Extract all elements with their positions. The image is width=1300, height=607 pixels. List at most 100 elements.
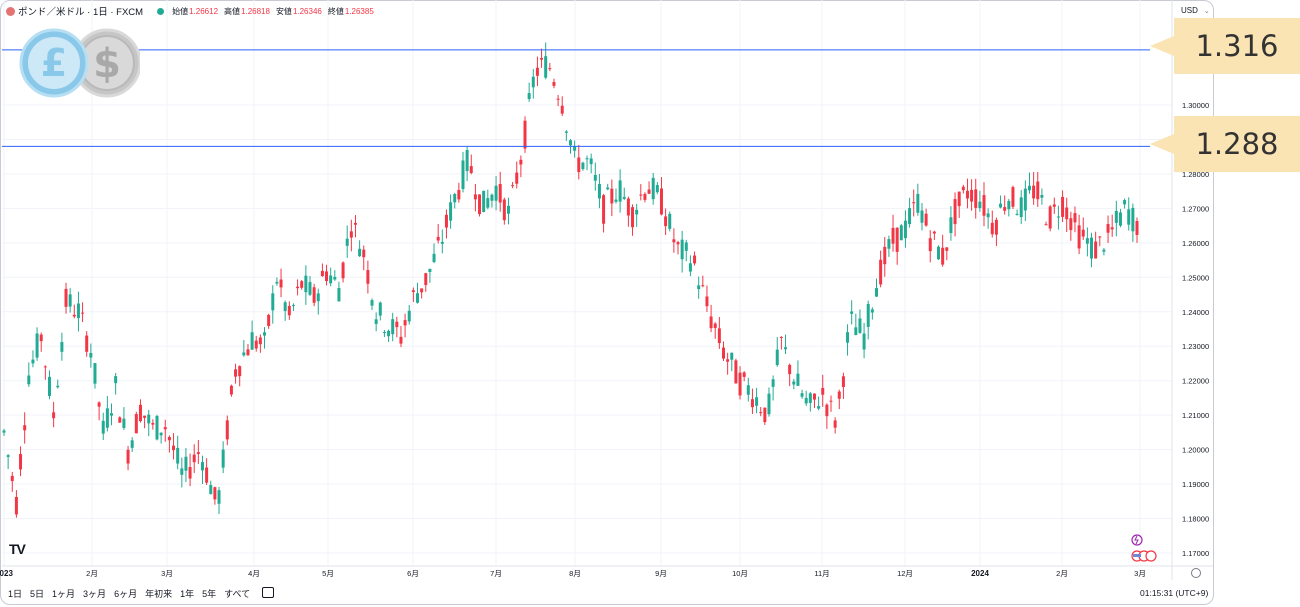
candle-body: [957, 191, 961, 207]
y-tick-label: 1.25000: [1182, 273, 1209, 282]
candle-body: [1019, 197, 1023, 218]
candle-body: [792, 381, 796, 385]
x-tick-label: 12月: [897, 569, 913, 578]
candle-body: [43, 366, 47, 368]
candle-body: [870, 309, 874, 313]
tradingview-logo-icon[interactable]: TV: [9, 541, 26, 557]
candle-body: [254, 340, 258, 349]
candle-body: [1056, 216, 1060, 218]
range-5d[interactable]: 5日: [30, 589, 45, 599]
candle-body: [14, 496, 18, 515]
date-range-icon[interactable]: [262, 587, 275, 598]
candle-body: [205, 467, 209, 483]
candle-body: [755, 397, 759, 406]
candle-body: [382, 332, 386, 334]
candle-body: [812, 393, 816, 400]
range-6m[interactable]: 6ヶ月: [114, 589, 138, 599]
candle-body: [1102, 249, 1106, 252]
candle-body: [771, 379, 775, 387]
candle-body: [717, 328, 721, 344]
candle-body: [659, 188, 663, 215]
candle-body: [924, 213, 928, 226]
candle-body: [899, 225, 903, 241]
candle-body: [416, 293, 420, 303]
candle-body: [688, 263, 692, 272]
candle-body: [606, 187, 610, 190]
candle-body: [1061, 196, 1065, 217]
candle-body: [693, 255, 697, 264]
candle-body: [436, 236, 440, 241]
range-1y[interactable]: 1年: [180, 589, 195, 599]
candle-body: [978, 201, 982, 209]
range-1m[interactable]: 1ヶ月: [52, 589, 76, 599]
candle-body: [473, 194, 477, 200]
candle-body: [85, 335, 89, 352]
candle-body: [655, 184, 659, 193]
candle-body: [651, 177, 655, 200]
candle-body: [1077, 225, 1081, 249]
currency-selector[interactable]: USD ⌄: [1181, 6, 1210, 15]
candle-body: [1073, 213, 1077, 223]
events-icons: [1131, 534, 1161, 573]
candle-body: [403, 320, 407, 326]
candle-body: [750, 399, 754, 408]
candle-body: [76, 303, 80, 319]
candle-body: [800, 393, 804, 397]
candle-body: [172, 445, 176, 451]
clock[interactable]: 01:15:31 (UTC+9): [1140, 588, 1209, 598]
y-tick-label: 1.23000: [1182, 342, 1209, 351]
candle-body: [196, 452, 200, 454]
y-tick-label: 1.18000: [1182, 515, 1209, 524]
candle-body: [296, 286, 300, 289]
range-1d[interactable]: 1日: [8, 589, 23, 599]
candle-body: [229, 385, 233, 395]
range-3m[interactable]: 3ヶ月: [83, 589, 107, 599]
candle-body: [961, 186, 965, 191]
candle-body: [709, 316, 713, 329]
candle-body: [395, 321, 399, 328]
candle-body: [1044, 224, 1048, 226]
candle-body: [523, 120, 527, 149]
candle-body: [19, 454, 23, 470]
candle-body: [27, 375, 31, 385]
range-5y[interactable]: 5年: [202, 589, 217, 599]
candle-body: [10, 475, 14, 482]
candle-body: [188, 467, 192, 479]
candle-body: [1106, 224, 1110, 233]
candle-body: [635, 209, 639, 215]
candle-body: [391, 319, 395, 335]
candle-body: [668, 213, 672, 229]
candle-body: [519, 159, 523, 165]
candle-body: [1118, 212, 1122, 226]
y-tick-label: 1.21000: [1182, 411, 1209, 420]
candle-body: [246, 349, 250, 356]
candle-body: [1065, 207, 1069, 220]
candle-body: [560, 105, 564, 114]
candle-body: [903, 220, 907, 239]
range-all[interactable]: すべて: [224, 589, 251, 599]
range-ytd[interactable]: 年初来: [145, 589, 173, 599]
candle-body: [267, 314, 271, 326]
candle-body: [97, 402, 101, 407]
candle-body: [556, 98, 560, 100]
x-tick-label: 9月: [655, 569, 667, 578]
candle-body: [498, 184, 502, 203]
candle-body: [953, 199, 957, 225]
candle-body: [411, 290, 415, 292]
candle-body: [779, 336, 783, 338]
chevron-down-icon: ⌄: [1203, 8, 1210, 15]
candle-body: [705, 296, 709, 307]
candle-body: [544, 56, 548, 78]
candle-body: [325, 271, 329, 282]
candle-body: [449, 202, 453, 221]
candle-body: [593, 174, 597, 181]
candle-body: [511, 185, 515, 187]
gear-icon[interactable]: [1191, 568, 1201, 578]
candle-body: [804, 397, 808, 404]
candle-body: [974, 189, 978, 208]
candle-body: [912, 202, 916, 204]
candle-body: [60, 342, 64, 352]
candle-body: [552, 82, 556, 86]
symbol-title[interactable]: ポンド／米ドル · 1日 · FXCM: [18, 7, 144, 18]
